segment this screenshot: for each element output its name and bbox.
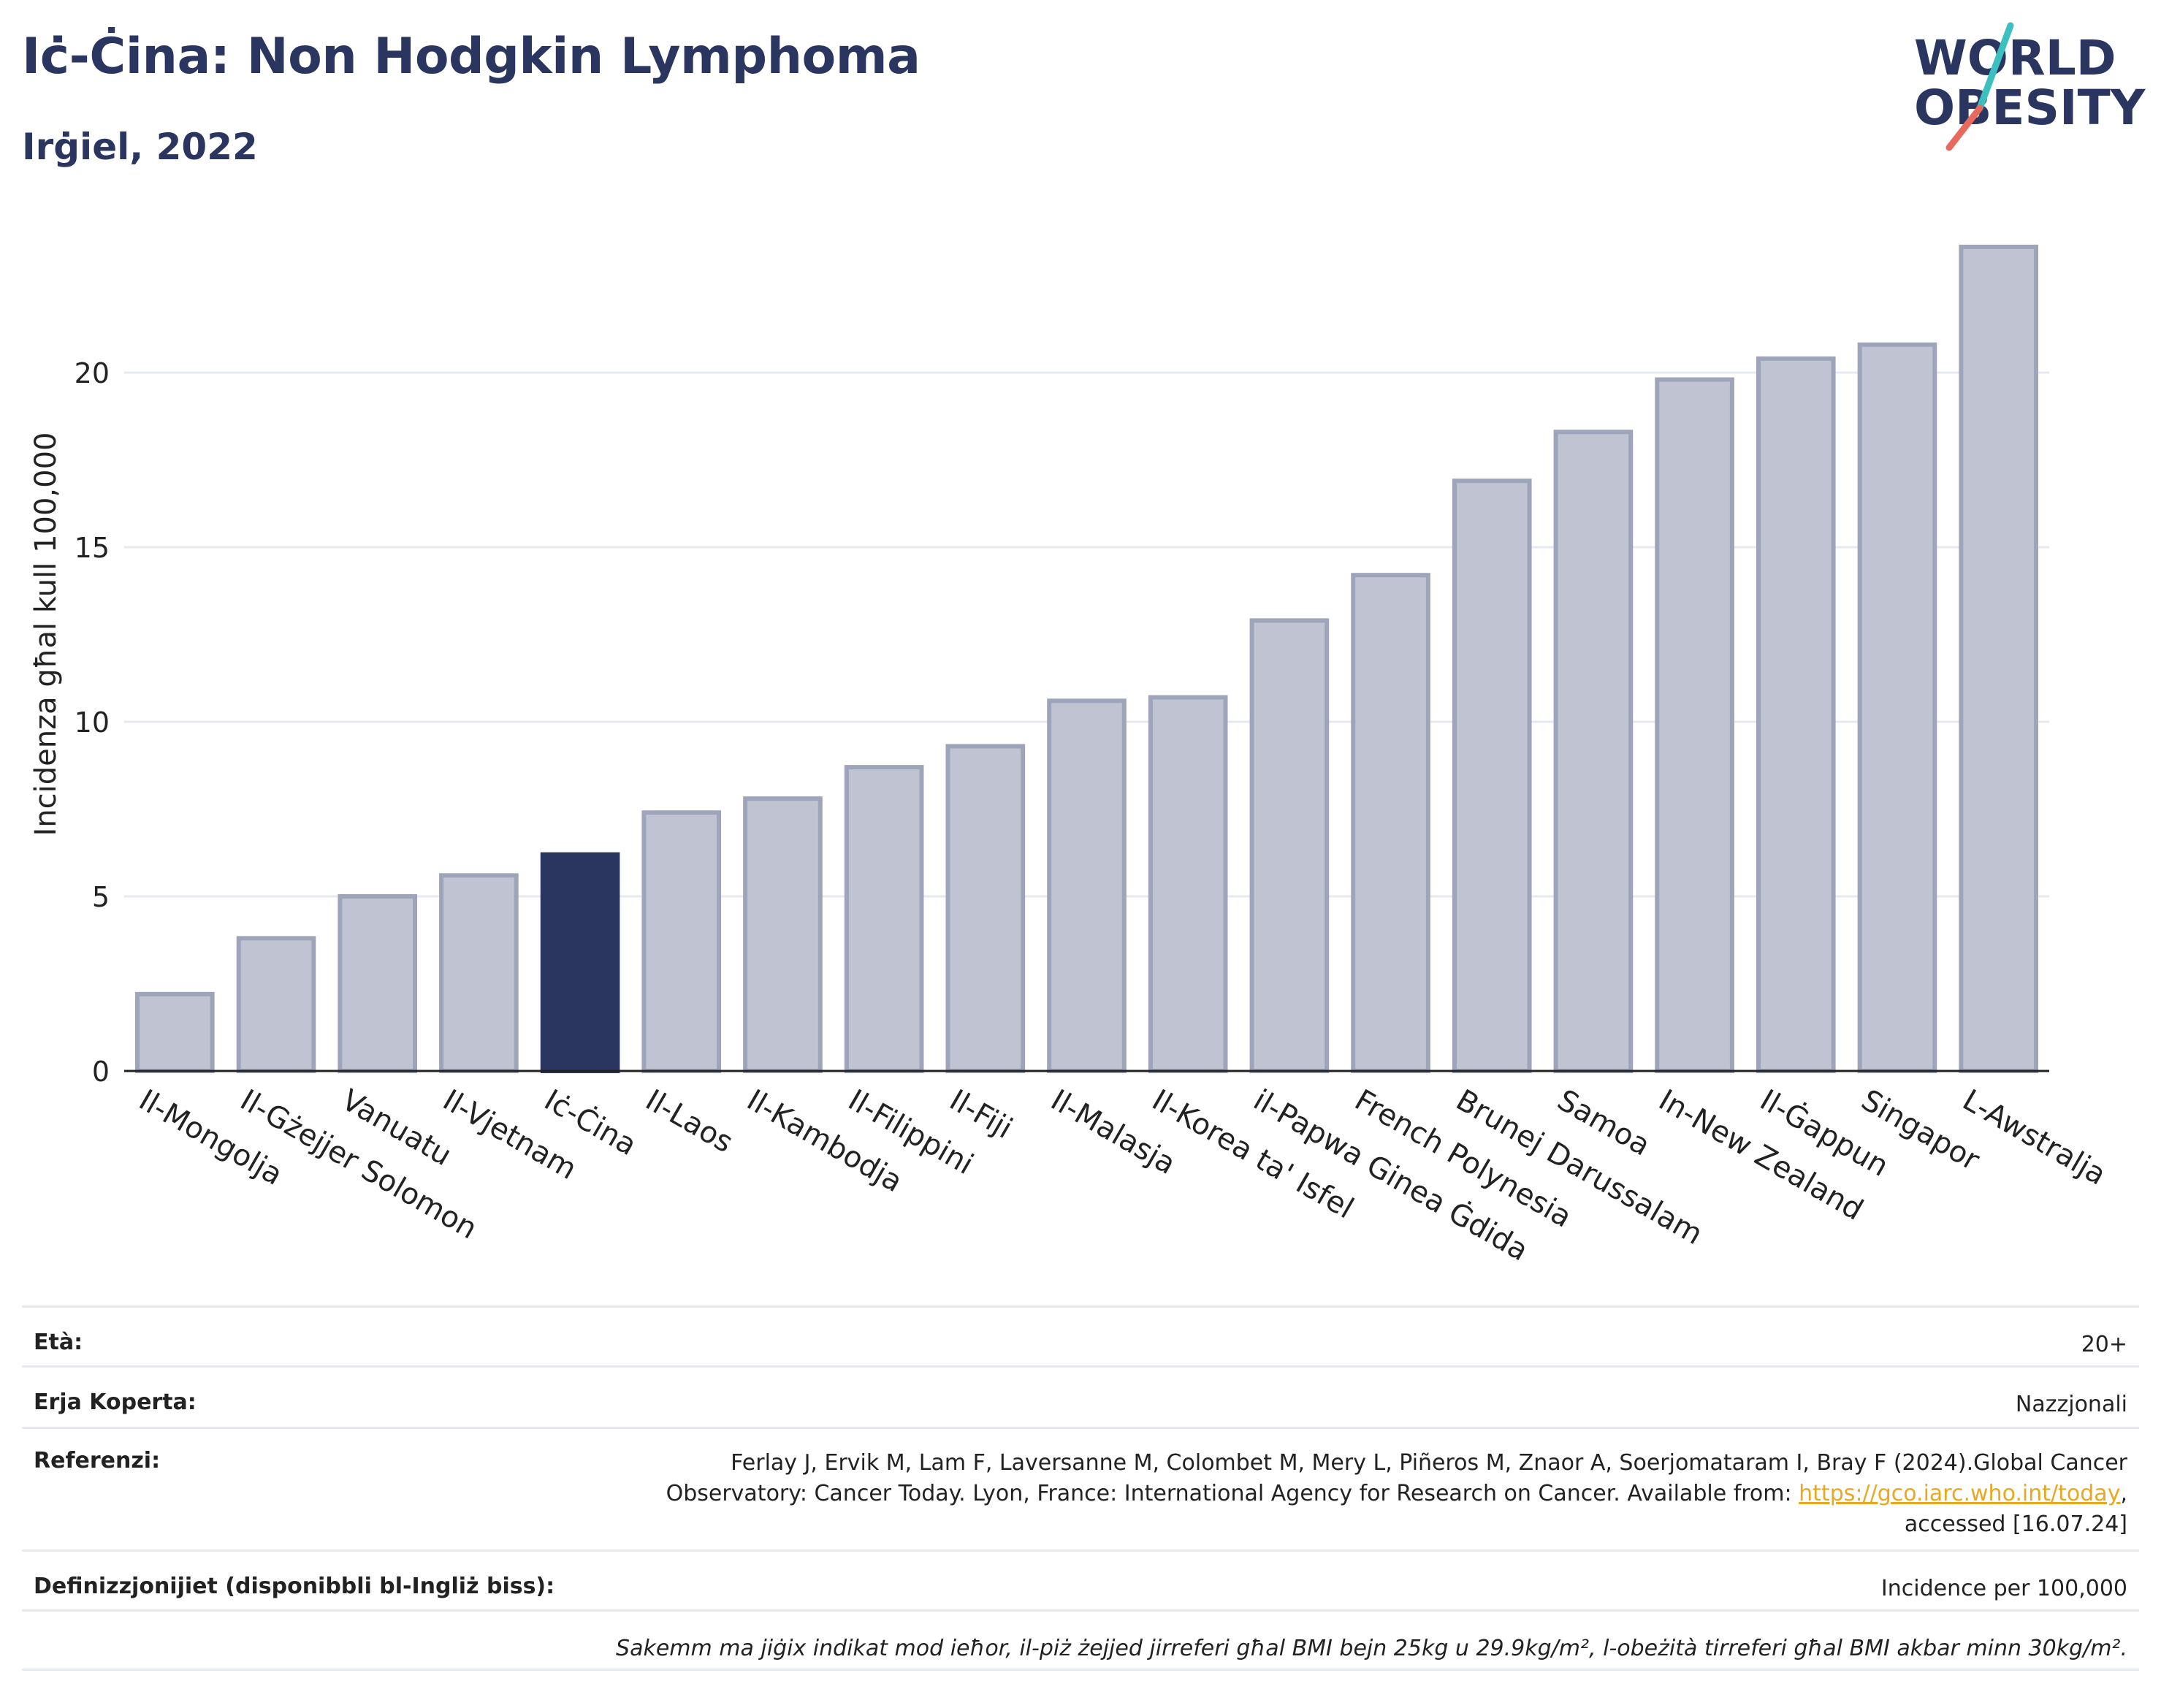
- y-tick-label: 20: [75, 357, 110, 389]
- bar[interactable]: [743, 796, 823, 1074]
- footnote: Sakemm ma jiġix indikat mod ieħor, il-pi…: [616, 1636, 2127, 1661]
- page-title: Iċ-Ċina: Non Hodgkin Lymphoma: [22, 28, 921, 85]
- age-value: 20+: [2081, 1332, 2127, 1357]
- bar[interactable]: [844, 765, 924, 1073]
- bar[interactable]: [135, 991, 215, 1073]
- bar[interactable]: [540, 852, 620, 1073]
- logo-slash-top: [1976, 22, 2014, 112]
- x-tick-label: Il-Laos: [640, 1083, 739, 1160]
- bar[interactable]: [1756, 356, 1836, 1073]
- info-table: Età: 20+ Erja Koperta: Nazzjonali Refere…: [22, 1305, 2139, 1671]
- logo-line1: WORLD: [1914, 30, 2116, 86]
- bar[interactable]: [1249, 618, 1330, 1073]
- info-row-age: Età: 20+: [22, 1305, 2139, 1365]
- bar[interactable]: [945, 744, 1026, 1074]
- y-tick-label: 5: [92, 881, 110, 913]
- x-tick-label: L-Awstralja: [1957, 1083, 2112, 1192]
- area-label: Erja Koperta:: [34, 1389, 197, 1415]
- bar[interactable]: [1959, 244, 2038, 1073]
- references-label: Referenzi:: [34, 1448, 161, 1473]
- bar[interactable]: [1553, 430, 1634, 1073]
- area-value: Nazzjonali: [2015, 1392, 2127, 1417]
- age-label: Età:: [34, 1330, 83, 1355]
- world-obesity-logo: WORLD OBESITY: [1914, 22, 2146, 151]
- info-row-note: Sakemm ma jiġix indikat mod ieħor, il-pi…: [22, 1609, 2139, 1671]
- definitions-label: Definizzjonijiet (disponibbli bl-Ingliż …: [34, 1574, 555, 1599]
- bar[interactable]: [439, 873, 519, 1073]
- references-value: Ferlay J, Ervik M, Lam F, Laversanne M, …: [666, 1448, 2127, 1540]
- bar[interactable]: [1047, 698, 1127, 1073]
- reference-line-3: accessed [16.07.24]: [1904, 1511, 2127, 1537]
- info-row-references: Referenzi: Ferlay J, Ervik M, Lam F, Lav…: [22, 1427, 2139, 1549]
- bar[interactable]: [1351, 573, 1430, 1073]
- bar[interactable]: [1857, 342, 1937, 1073]
- bar[interactable]: [338, 894, 418, 1073]
- x-tick-label: Il-Fiji: [944, 1083, 1018, 1145]
- y-tick-label: 10: [75, 706, 110, 739]
- y-tick-label: 15: [75, 532, 110, 564]
- logo-slash-bottom: [1945, 104, 1983, 151]
- reference-link[interactable]: https://gco.iarc.who.int/today: [1799, 1481, 2121, 1506]
- bar[interactable]: [641, 810, 722, 1074]
- info-row-definitions: Definizzjonijiet (disponibbli bl-Ingliż …: [22, 1549, 2139, 1609]
- reference-comma: ,: [2120, 1481, 2127, 1506]
- bars: [135, 244, 2038, 1074]
- reference-line-2: Observatory: Cancer Today. Lyon, France:…: [666, 1481, 1799, 1506]
- definitions-value: Incidence per 100,000: [1880, 1576, 2127, 1601]
- y-axis-title: Incidenza għal kull 100,000: [29, 432, 63, 836]
- bar[interactable]: [1148, 695, 1228, 1073]
- info-row-area: Erja Koperta: Nazzjonali: [22, 1365, 2139, 1427]
- y-tick-label: 0: [92, 1056, 110, 1088]
- page-subtitle: Irġiel, 2022: [22, 126, 258, 168]
- reference-line-1: Ferlay J, Ervik M, Lam F, Laversanne M, …: [731, 1450, 2127, 1476]
- bar[interactable]: [236, 936, 316, 1073]
- bar[interactable]: [1655, 377, 1734, 1073]
- bar[interactable]: [1452, 479, 1532, 1073]
- logo-line2: OBESITY: [1914, 80, 2146, 136]
